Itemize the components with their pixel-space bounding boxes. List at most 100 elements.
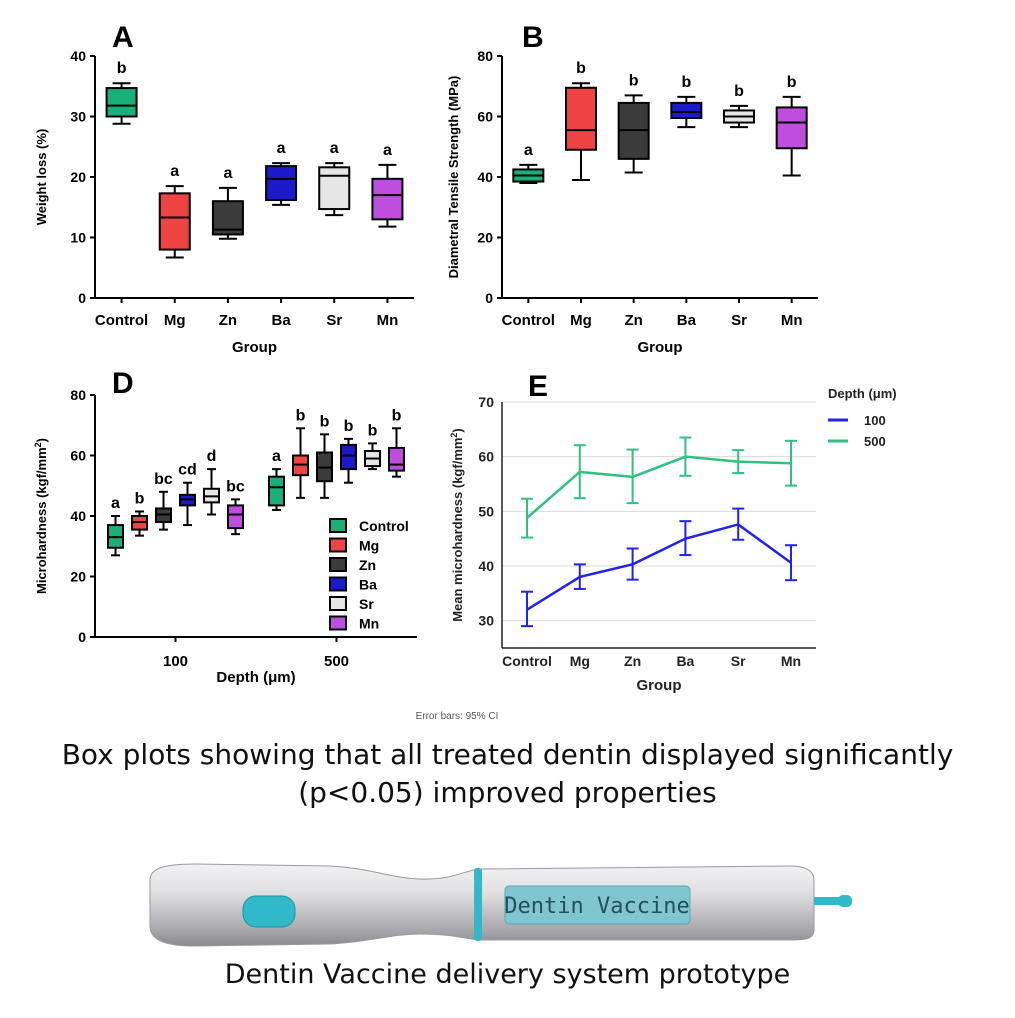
x-tick-label: Ba xyxy=(676,653,694,669)
significance-letter: a xyxy=(170,163,179,180)
box-control-100 xyxy=(107,515,124,557)
x-axis-label: Group xyxy=(638,339,683,356)
box-control xyxy=(512,163,545,185)
significance-letter: bc xyxy=(154,471,173,488)
box-iqr xyxy=(318,166,351,211)
y-axis-label: Diametral Tensile Strength (MPa) xyxy=(446,76,461,279)
box-iqr xyxy=(565,86,597,151)
y-tick-label: 20 xyxy=(70,169,86,185)
y-tick-label: 0 xyxy=(485,290,493,306)
significance-letter: b xyxy=(368,422,378,439)
series-line xyxy=(526,523,792,611)
y-axis-label-superscript: 2 xyxy=(449,433,459,438)
x-tick-label: Control xyxy=(502,653,552,669)
x-tick-label: Sr xyxy=(731,312,747,329)
x-tick-label: Mn xyxy=(377,312,399,329)
x-tick-label: Mg xyxy=(570,312,592,329)
legend-swatch xyxy=(329,596,347,611)
device-label-plate xyxy=(504,885,691,925)
x-axis-label: Depth (μm) xyxy=(216,669,295,686)
box-mn xyxy=(371,163,404,228)
x-tick-label: Mg xyxy=(164,312,186,329)
box-sr-100 xyxy=(203,468,220,516)
x-tick-label: Zn xyxy=(624,653,641,669)
y-axis-label-end: ) xyxy=(34,438,49,442)
box-control xyxy=(105,82,138,125)
significance-letter: b xyxy=(320,413,330,430)
box-iqr xyxy=(265,165,298,201)
y-tick-label: 30 xyxy=(70,109,86,125)
device-tip-end xyxy=(838,895,852,907)
legend-swatch xyxy=(329,576,347,592)
significance-letter: b xyxy=(344,418,354,435)
significance-letter: a xyxy=(383,142,392,159)
prototype-caption: Dentin Vaccine delivery system prototype xyxy=(224,959,791,990)
y-axis-label: Microhardness (kgf/mm2) xyxy=(33,438,49,594)
y-axis-label-end: ) xyxy=(450,428,465,432)
panel-e-mean-microhardness-chart: 30 40 50 60 70 Control Mg Zn Ba Sr Mn E Mean microha… xyxy=(416,370,897,722)
significance-letter: bc xyxy=(226,478,245,495)
significance-letter: a xyxy=(223,165,232,182)
legend-label: Zn xyxy=(359,557,376,573)
x-tick-label: Control xyxy=(502,312,555,329)
box-iqr xyxy=(371,177,404,221)
y-axis-label-superscript: 2 xyxy=(33,442,43,447)
legend-label: Control xyxy=(359,518,409,534)
box-iqr xyxy=(670,101,703,120)
panel-letter: D xyxy=(112,367,134,400)
figure-caption: Box plots showing that all treated denti… xyxy=(61,738,954,809)
box-iqr xyxy=(268,475,285,507)
y-tick-label: 20 xyxy=(477,230,493,246)
legend-title: Depth (μm) xyxy=(828,386,897,401)
box-mn-100 xyxy=(227,498,244,536)
legend-swatch xyxy=(329,615,347,631)
significance-letter: b xyxy=(392,407,402,424)
significance-letter: a xyxy=(524,142,533,159)
dentin-vaccine-device-image: Dentin Vaccine xyxy=(149,863,852,947)
significance-letter: b xyxy=(787,74,797,91)
y-tick-label: 30 xyxy=(478,613,494,629)
box-ba xyxy=(265,162,298,206)
x-tick-label: Zn xyxy=(219,312,237,329)
x-tick-label: Mn xyxy=(781,312,803,329)
panel-letter: B xyxy=(522,21,544,54)
x-tick-label: Ba xyxy=(677,312,697,329)
panel-letter: A xyxy=(112,21,134,54)
box-iqr xyxy=(775,106,808,150)
y-tick-label: 40 xyxy=(70,508,86,524)
box-mn-500 xyxy=(388,427,405,478)
box-iqr xyxy=(105,87,138,118)
panel-b-tensile-strength-chart: 0 20 40 60 80 B Diametral Tensile Strength (MP… xyxy=(446,21,818,356)
significance-letter: cd xyxy=(178,462,197,479)
x-axis-label: Group xyxy=(637,677,682,694)
device-label-text: Dentin Vaccine xyxy=(504,894,689,919)
panel-d-microhardness-chart: 0 20 40 60 80 D Microhardness (kgf/mm2) Depth (… xyxy=(33,367,417,686)
legend-label: Mg xyxy=(359,538,379,554)
significance-letter: b xyxy=(629,72,639,89)
error-bar-note: Error bars: 95% CI xyxy=(416,711,499,722)
y-axis-label: Weight loss (%) xyxy=(34,129,49,226)
x-tick-label: Control xyxy=(95,312,148,329)
legend-swatch xyxy=(329,518,347,533)
box-sr-500 xyxy=(364,442,381,471)
y-tick-label: 70 xyxy=(478,394,494,410)
significance-letter: b xyxy=(296,407,306,424)
box-zn xyxy=(617,94,650,174)
y-tick-label: 0 xyxy=(78,290,86,306)
panel-letter: E xyxy=(528,370,548,403)
y-tick-label: 60 xyxy=(477,109,493,125)
legend-label: Ba xyxy=(359,577,377,593)
y-tick-label: 40 xyxy=(478,558,494,574)
y-tick-label: 50 xyxy=(478,503,494,519)
panel-a-weight-loss-chart: 0 10 20 30 40 A Weight loss (%) Group Control b Mg… xyxy=(34,21,414,356)
legend-label: Sr xyxy=(359,596,374,612)
box-zn xyxy=(211,186,244,240)
significance-letter: b xyxy=(135,490,145,507)
significance-letter: a xyxy=(277,140,286,157)
device-button xyxy=(242,895,296,928)
y-tick-label: 40 xyxy=(477,169,493,185)
box-zn-500 xyxy=(316,433,333,499)
legend-label: 100 xyxy=(864,413,886,428)
significance-letter: b xyxy=(681,74,691,91)
